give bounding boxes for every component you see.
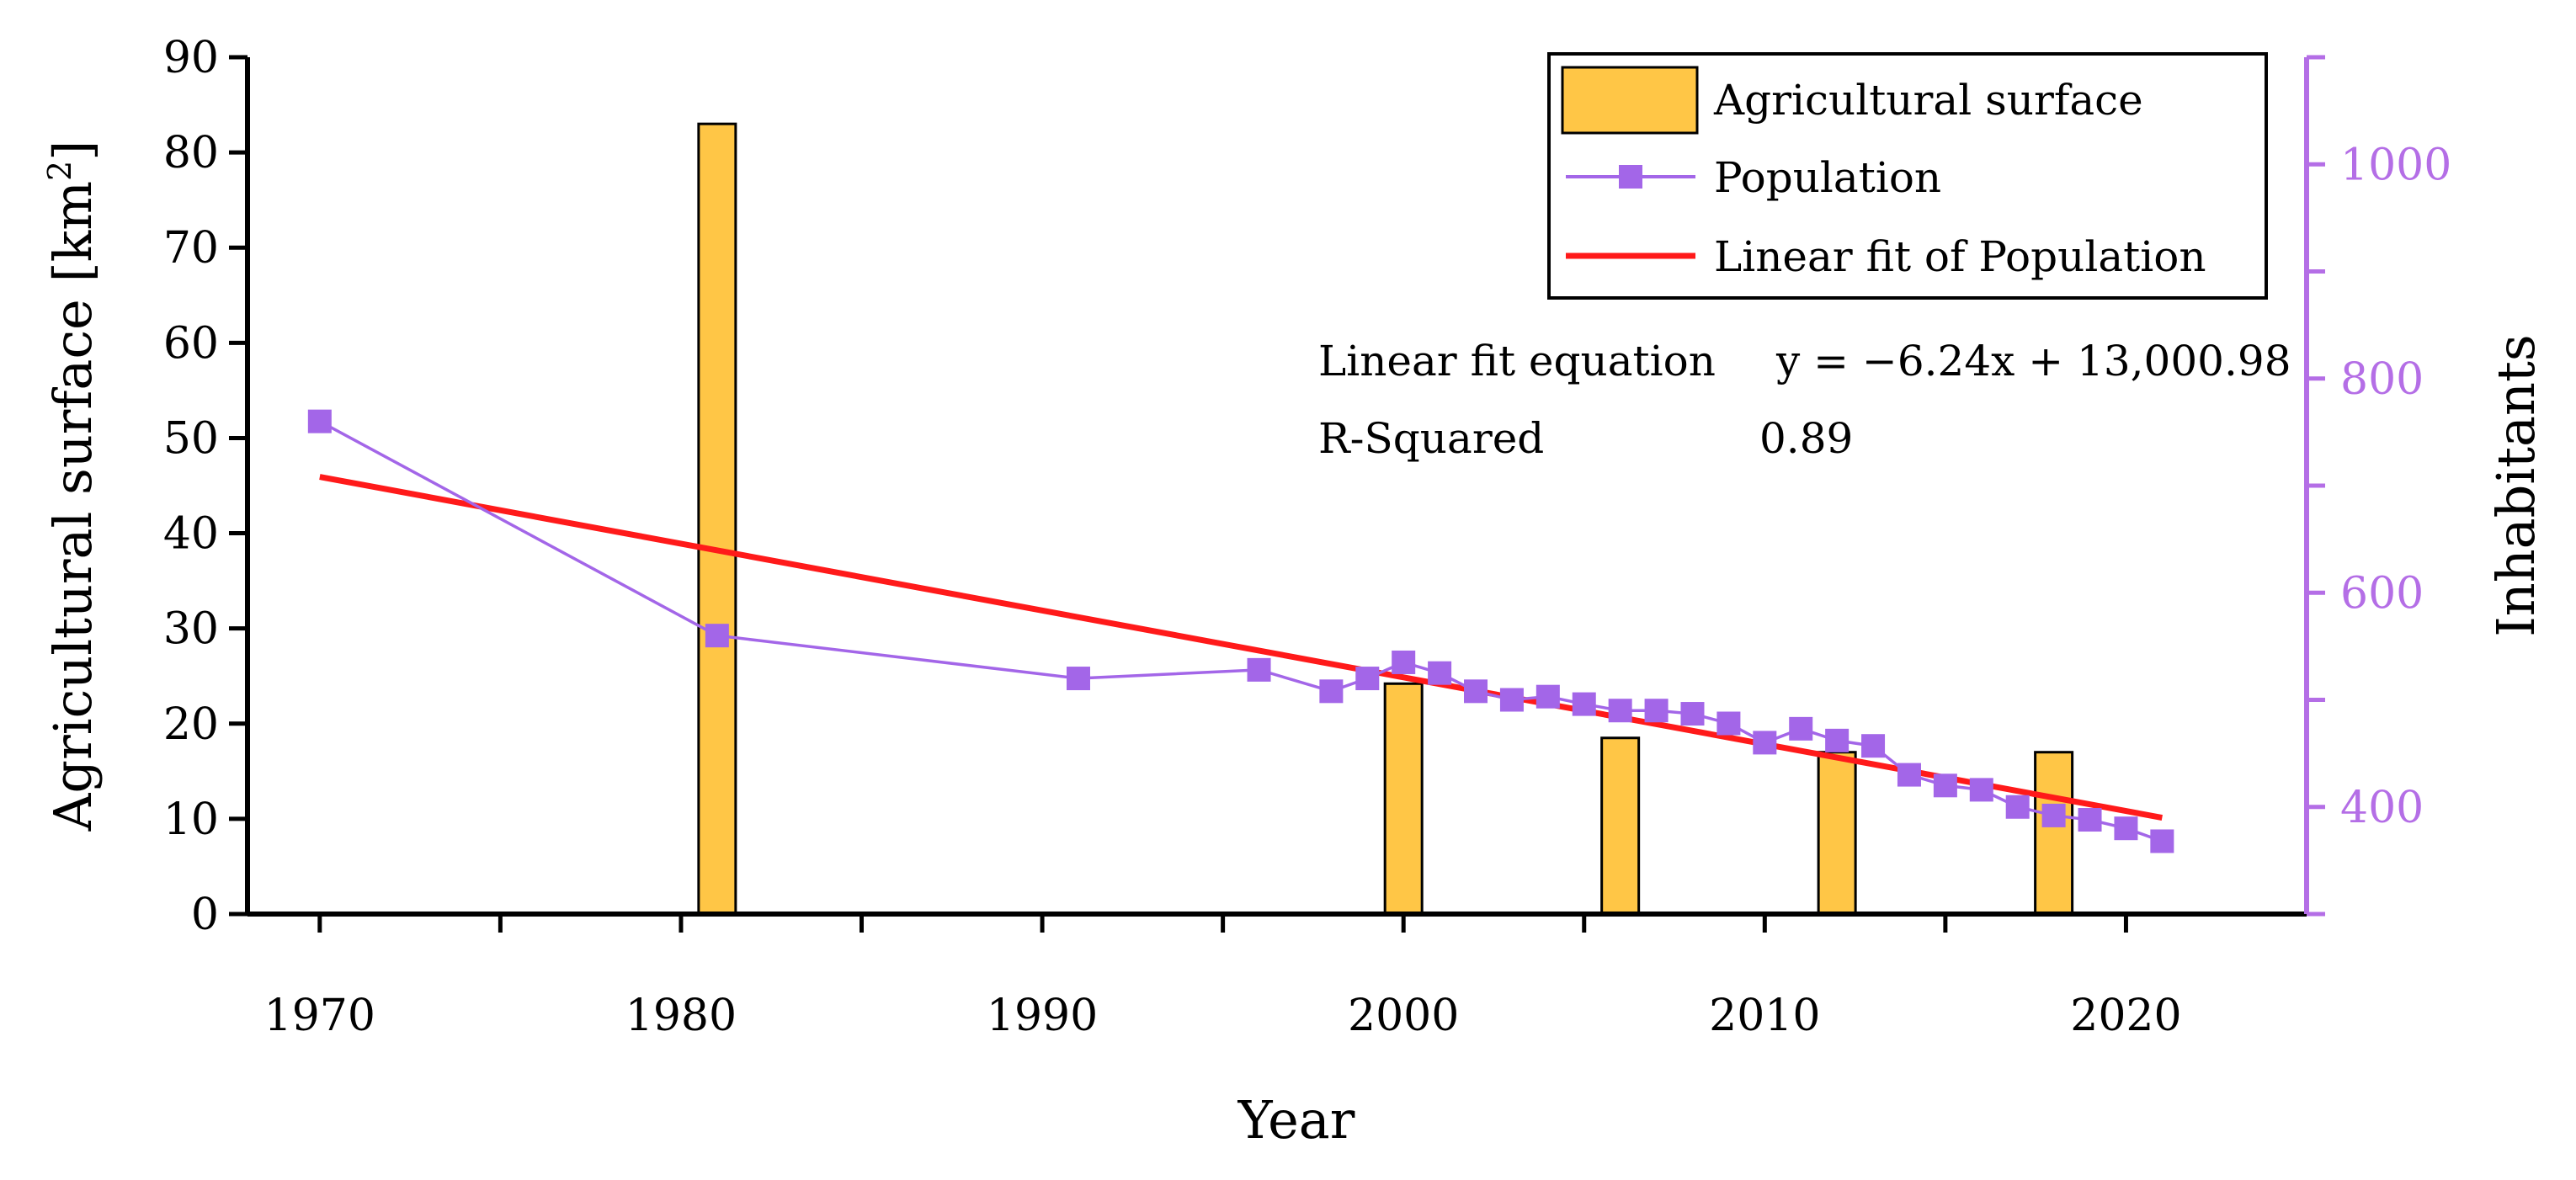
bars-layer [697,122,2074,916]
legend: Agricultural surface Population Linear f… [1547,52,2268,300]
fit-layer [319,474,2163,821]
left-axis-title-sup: 2 [41,161,78,181]
x-tick-label-1970: 1970 [264,991,375,1041]
y-right-tick-label-400: 400 [2340,783,2424,833]
x-tick-label-1980: 1980 [625,991,737,1041]
population-point-2021 [2150,829,2174,853]
x-tick-label-2020: 2020 [2070,991,2181,1041]
y-left-tick-label-70: 70 [163,223,219,274]
population-point-2014 [1897,763,1921,787]
y-right-tick-label-1000: 1000 [2340,140,2451,190]
legend-label-bars: Agricultural surface [1713,76,2143,125]
bar-2000 [1383,682,1424,916]
y-left-tick-label-40: 40 [163,509,219,560]
fit-line [319,474,2163,821]
population-point-2000 [1392,650,1416,674]
population-layer [307,409,2174,853]
x-tick-label-2010: 2010 [1709,991,1820,1041]
population-point-2007 [1644,699,1669,723]
x-tick-label-2000: 2000 [1348,991,1459,1041]
left-axis-title-close: ] [42,141,104,161]
y-left-tick-label-50: 50 [163,413,219,464]
population-point-2005 [1572,692,1596,716]
left-axis-title-main: Agricultural surface [km [42,181,104,832]
population-point-2020 [2114,816,2138,841]
y-right-tick-label-800: 800 [2340,354,2424,405]
population-line [318,420,2163,843]
population-point-1996 [1247,657,1271,682]
left-axis-title: Agricultural surface [km2] [41,141,104,832]
right-axis-title: Inhabitants [2485,334,2547,636]
population-point-1991 [1066,667,1090,691]
y-left-tick-label-90: 90 [163,33,219,83]
legend-label-fit: Linear fit of Population [1714,232,2206,281]
y-left-tick-label-30: 30 [163,604,219,655]
y-right-tick-label-600: 600 [2340,568,2424,619]
population-point-1998 [1319,679,1344,704]
population-point-2003 [1499,688,1524,712]
legend-swatch-bars [1561,66,1699,135]
bar-2018 [2034,751,2074,916]
population-point-2011 [1789,716,1813,741]
population-point-2012 [1825,728,1850,752]
legend-swatch-population-marker [1619,165,1642,189]
population-point-2006 [1608,699,1632,723]
x-axis-title: Year [1237,1089,1355,1151]
annotation-r2-label: R-Squared [1318,414,1544,463]
population-point-2009 [1716,711,1741,736]
population-point-2001 [1428,661,1452,685]
population-point-1999 [1355,667,1380,691]
annotation-equation-label: Linear fit equation [1318,337,1716,385]
bar-1981 [697,122,737,916]
annotation-equation-value: y = −6.24x + 13,000.98 [1775,337,2291,385]
y-left-tick-label-0: 0 [191,890,219,940]
annotation-r2-value: 0.89 [1759,414,1853,463]
y-left-tick-label-20: 20 [163,699,219,750]
population-point-2016 [1969,778,1993,802]
bar-2012 [1817,751,1857,916]
population-point-2018 [2041,803,2066,827]
population-point-2008 [1680,702,1705,726]
population-point-2013 [1861,734,1886,758]
ticks-layer: 1970 1980 1990 2000 2010 2020 0 10 20 30 40 50 60 70 8… [163,33,2452,1041]
population-point-1970 [307,409,332,433]
population-point-1981 [705,624,729,648]
y-left-tick-label-80: 80 [163,128,219,178]
population-point-2015 [1933,773,1957,798]
y-left-tick-label-60: 60 [163,318,219,369]
population-point-2017 [2005,795,2030,819]
population-point-2004 [1535,684,1560,709]
population-point-2010 [1753,731,1777,755]
y-left-tick-label-10: 10 [163,795,219,845]
population-point-2002 [1464,679,1488,704]
x-tick-label-1990: 1990 [987,991,1098,1041]
legend-label-population: Population [1714,153,1941,202]
bar-2006 [1600,736,1641,916]
population-point-2019 [2078,808,2102,832]
